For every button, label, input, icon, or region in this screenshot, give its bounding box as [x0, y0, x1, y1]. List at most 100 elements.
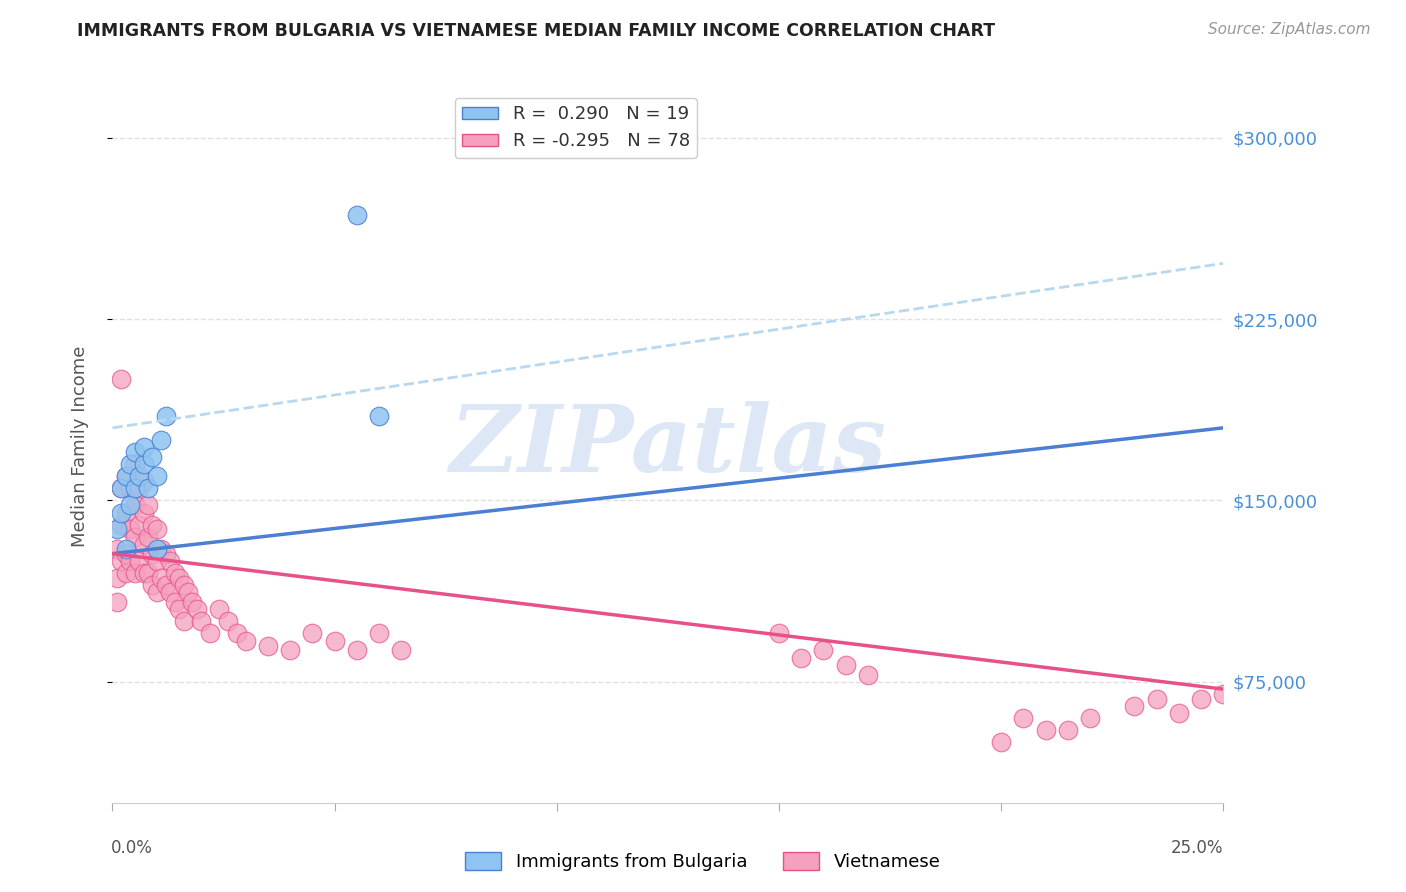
- Point: [120, 554, 142, 568]
- Point: [1167, 706, 1189, 721]
- Point: [159, 585, 181, 599]
- Point: [1146, 691, 1168, 706]
- Point: [105, 571, 128, 585]
- Point: [114, 469, 136, 483]
- Point: [114, 541, 136, 556]
- Point: [257, 639, 280, 653]
- Point: [346, 208, 368, 222]
- Point: [1189, 691, 1212, 706]
- Point: [150, 433, 173, 447]
- Point: [1056, 723, 1078, 738]
- Legend: Immigrants from Bulgaria, Vietnamese: Immigrants from Bulgaria, Vietnamese: [458, 845, 948, 879]
- Point: [167, 571, 190, 585]
- Point: [124, 498, 146, 512]
- Point: [146, 554, 169, 568]
- Point: [128, 554, 150, 568]
- Point: [1123, 699, 1146, 714]
- Point: [128, 517, 150, 532]
- Point: [114, 566, 136, 580]
- Point: [110, 506, 132, 520]
- Point: [132, 566, 155, 580]
- Point: [132, 506, 155, 520]
- Y-axis label: Median Family Income: Median Family Income: [70, 345, 89, 547]
- Point: [217, 615, 239, 629]
- Point: [1035, 723, 1057, 738]
- Point: [136, 566, 159, 580]
- Point: [190, 615, 212, 629]
- Point: [155, 547, 177, 561]
- Text: ZIPatlas: ZIPatlas: [450, 401, 886, 491]
- Point: [389, 643, 412, 657]
- Point: [346, 643, 368, 657]
- Point: [141, 450, 163, 464]
- Point: [167, 602, 190, 616]
- Point: [105, 523, 128, 537]
- Point: [141, 517, 163, 532]
- Point: [790, 650, 813, 665]
- Point: [141, 578, 163, 592]
- Point: [114, 469, 136, 483]
- Point: [146, 469, 169, 483]
- Text: 0.0%: 0.0%: [111, 838, 153, 856]
- Point: [225, 626, 247, 640]
- Point: [128, 469, 150, 483]
- Point: [368, 626, 391, 640]
- Point: [813, 643, 835, 657]
- Point: [124, 457, 146, 471]
- Point: [181, 595, 204, 609]
- Point: [110, 554, 132, 568]
- Point: [110, 481, 132, 495]
- Point: [120, 498, 142, 512]
- Point: [163, 566, 186, 580]
- Point: [1012, 711, 1035, 725]
- Point: [1078, 711, 1101, 725]
- Point: [124, 566, 146, 580]
- Point: [105, 541, 128, 556]
- Point: [368, 409, 391, 423]
- Point: [159, 554, 181, 568]
- Point: [146, 541, 169, 556]
- Point: [120, 457, 142, 471]
- Point: [132, 474, 155, 488]
- Point: [114, 506, 136, 520]
- Point: [110, 372, 132, 386]
- Point: [155, 578, 177, 592]
- Point: [278, 643, 301, 657]
- Point: [155, 409, 177, 423]
- Point: [110, 517, 132, 532]
- Point: [173, 615, 195, 629]
- Text: Source: ZipAtlas.com: Source: ZipAtlas.com: [1208, 22, 1371, 37]
- Point: [834, 657, 856, 672]
- Point: [132, 457, 155, 471]
- Point: [990, 735, 1012, 749]
- Point: [856, 667, 879, 681]
- Point: [163, 595, 186, 609]
- Point: [1234, 682, 1257, 697]
- Point: [132, 440, 155, 454]
- Point: [120, 523, 142, 537]
- Point: [173, 578, 195, 592]
- Point: [136, 498, 159, 512]
- Point: [768, 626, 790, 640]
- Point: [235, 633, 257, 648]
- Point: [132, 537, 155, 551]
- Point: [128, 481, 150, 495]
- Point: [200, 626, 222, 640]
- Point: [1212, 687, 1234, 701]
- Point: [323, 633, 346, 648]
- Point: [105, 595, 128, 609]
- Point: [124, 481, 146, 495]
- Point: [136, 530, 159, 544]
- Point: [146, 523, 169, 537]
- Text: IMMIGRANTS FROM BULGARIA VS VIETNAMESE MEDIAN FAMILY INCOME CORRELATION CHART: IMMIGRANTS FROM BULGARIA VS VIETNAMESE M…: [77, 22, 995, 40]
- Point: [114, 547, 136, 561]
- Point: [146, 585, 169, 599]
- Point: [124, 445, 146, 459]
- Point: [120, 481, 142, 495]
- Point: [177, 585, 200, 599]
- Point: [301, 626, 323, 640]
- Legend: R =  0.290   N = 19, R = -0.295   N = 78: R = 0.290 N = 19, R = -0.295 N = 78: [454, 98, 697, 158]
- Point: [124, 530, 146, 544]
- Point: [136, 481, 159, 495]
- Point: [208, 602, 231, 616]
